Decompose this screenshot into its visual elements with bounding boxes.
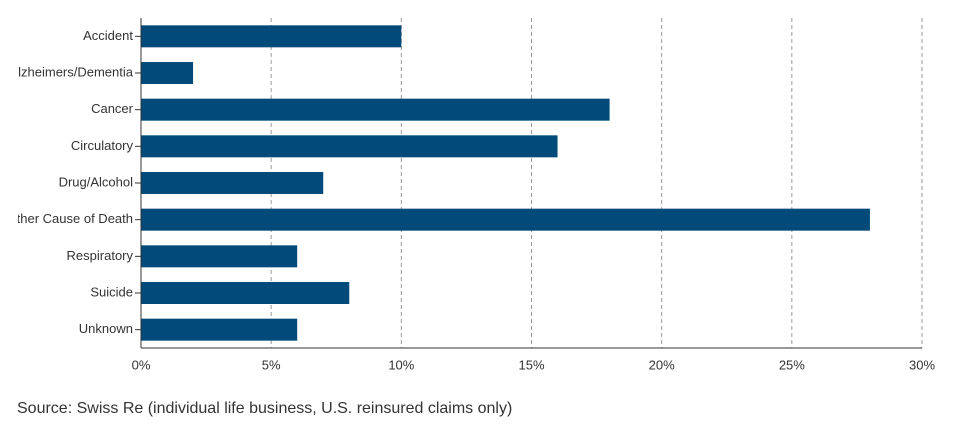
y-tick-label: Accident [83,28,133,43]
x-tick-label: 10% [388,357,414,372]
bar [141,172,324,194]
bar [141,245,298,268]
x-tick-label: 0% [132,357,151,372]
x-tick-label: 20% [649,357,675,372]
bar [141,98,610,121]
y-tick-label: Alzheimers/Dementia [9,64,133,79]
bar [141,25,402,48]
y-tick-label: Circulatory [71,138,134,153]
x-tick-label: 30% [909,357,935,372]
bar [141,282,350,304]
y-tick-label: Other Cause of Death [7,211,133,226]
bar [141,318,298,341]
bar [141,208,870,231]
y-tick-label: Cancer [91,101,134,116]
x-tick-label: 15% [518,357,544,372]
bar [141,135,558,158]
y-tick-label: Respiratory [67,248,134,263]
x-tick-label: 5% [262,357,281,372]
x-tick-label: 25% [779,357,805,372]
y-tick-label: Suicide [90,284,133,299]
category-labels: Accident Alzheimers/Dementia Cancer Circula… [7,28,134,336]
y-tick-label: Drug/Alcohol [59,174,134,189]
source-note: Source: Swiss Re (individual life busine… [17,400,513,417]
y-tick-label: Unknown [79,321,133,336]
chart: Accident Alzheimers/Dementia Cancer Circula… [7,18,935,372]
bar [141,62,194,84]
